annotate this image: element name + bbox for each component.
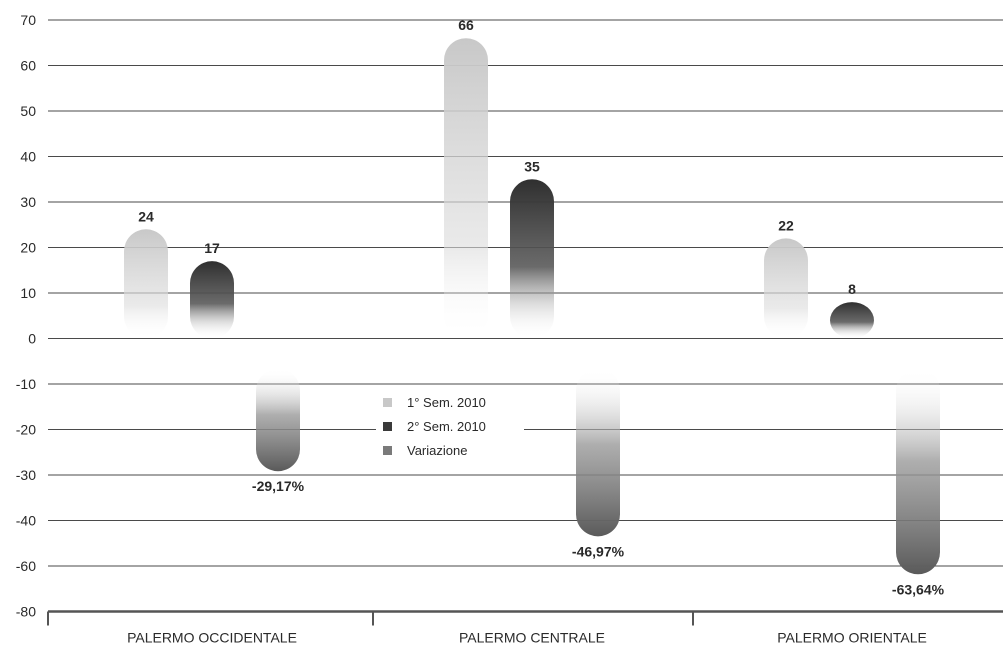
bar (444, 38, 488, 339)
y-tick-label: 30 (20, 194, 36, 210)
data-label: -63,64% (892, 581, 945, 597)
y-tick-label: 50 (20, 103, 36, 119)
bar (764, 238, 808, 339)
data-label: -46,97% (572, 543, 625, 559)
y-axis-ticks: 70 60 50 40 30 20 10 0 -10 -20 -30 -40 -60 -80 (16, 12, 36, 620)
y-tick-label: -40 (16, 513, 36, 529)
legend-label: Variazione (407, 443, 467, 458)
data-label: 22 (778, 217, 794, 233)
bar (576, 368, 620, 537)
bar (256, 368, 300, 472)
y-tick-label: 0 (28, 331, 36, 347)
y-tick-label: 20 (20, 240, 36, 256)
y-tick-label: 40 (20, 149, 36, 165)
x-category-label: PALERMO CENTRALE (459, 630, 605, 646)
y-tick-label: -60 (16, 558, 36, 574)
bar (124, 229, 168, 339)
legend-swatch (383, 398, 392, 407)
y-tick-label: 70 (20, 12, 36, 28)
y-tick-label: -20 (16, 422, 36, 438)
y-tick-label: 10 (20, 285, 36, 301)
y-tick-label: 60 (20, 58, 36, 74)
x-axis: PALERMO OCCIDENTALE PALERMO CENTRALE PALER… (47, 611, 927, 646)
data-label: 17 (204, 240, 220, 256)
bar (190, 261, 234, 339)
bar (830, 302, 874, 339)
y-tick-label: -10 (16, 376, 36, 392)
data-label: 8 (848, 281, 856, 297)
legend: 1° Sem. 2010 2° Sem. 2010 Variazione (376, 388, 524, 464)
x-category-label: PALERMO OCCIDENTALE (127, 630, 297, 646)
y-tick-label: -30 (16, 467, 36, 483)
data-labels: 24 66 22 17 35 8 -29,17% -46,97% -63,64% (138, 17, 944, 597)
data-label: -29,17% (252, 478, 305, 494)
data-label: 66 (458, 17, 474, 33)
y-tick-label: -80 (16, 604, 36, 620)
data-label: 24 (138, 208, 154, 224)
legend-swatch (383, 422, 392, 431)
data-label: 35 (524, 158, 540, 174)
legend-label: 2° Sem. 2010 (407, 419, 486, 434)
bar (896, 368, 940, 575)
legend-swatch (383, 446, 392, 455)
bars (124, 38, 940, 575)
bar (510, 179, 554, 339)
legend-label: 1° Sem. 2010 (407, 395, 486, 410)
x-category-label: PALERMO ORIENTALE (777, 630, 927, 646)
legend-background (376, 388, 524, 464)
